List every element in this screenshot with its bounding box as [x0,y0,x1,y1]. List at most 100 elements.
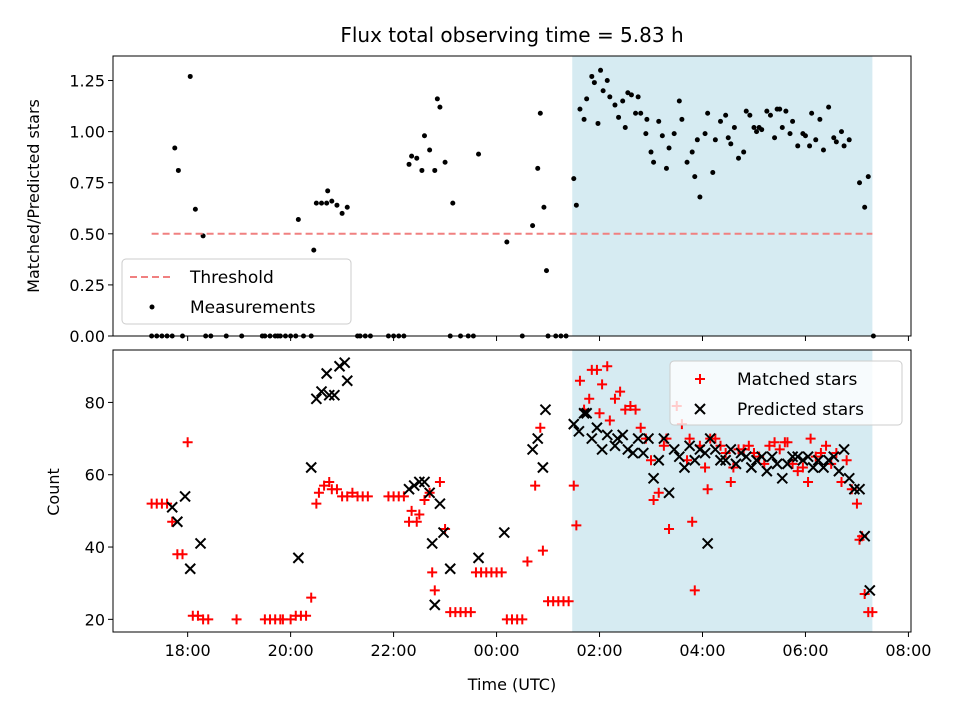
predicted-star-point [292,552,305,564]
measurement-point [419,167,425,173]
predicted-star-point [437,526,450,539]
predicted-star-point [807,461,819,474]
count-marks [146,356,878,625]
x-tick-label: 04:00 [679,641,725,660]
x-tick-label: 18:00 [165,641,211,660]
measurement-point [712,137,718,143]
measurement-point [172,145,178,151]
predicted-star-point [403,483,415,495]
measurement-point [846,137,852,143]
predicted-star-point [828,450,840,463]
predicted-star-point [853,483,866,495]
predicted-star-point [833,465,845,477]
y-tick-label: 0.75 [69,174,105,193]
measurement-point [783,108,789,114]
measurement-point [795,143,801,149]
matched-star-point [859,589,870,600]
measurement-point [504,239,510,245]
predicted-star-point [771,458,783,470]
predicted-star-point [822,454,835,466]
matched-star-point [411,516,422,527]
legend-threshold-label: Threshold [189,268,274,288]
measurement-point [295,217,301,223]
ratio-shaded-span [572,56,873,336]
matched-star-point [429,585,440,596]
measurement-point [432,167,438,173]
count-y-ticks: 20 40 60 80 [85,393,113,629]
matched-star-point [568,480,579,491]
predicted-star-point [568,418,580,430]
matched-star-point [231,614,242,625]
measurement-point [628,92,634,98]
measurement-point [705,110,711,116]
measurement-point [319,200,325,206]
measurement-point [813,137,819,143]
predicted-star-point [609,440,621,452]
count-legend-box [669,360,903,426]
matched-star-point [347,487,358,498]
matched-star-point [658,440,669,451]
matched-star-point [434,476,445,487]
measurement-point [833,139,839,145]
predicted-star-point [622,443,634,456]
matched-star-point [522,556,533,567]
predicted-star-point [745,461,758,474]
predicted-star-point [434,497,446,510]
measurement-point [325,188,331,194]
predicted-star-point [333,360,346,372]
y-tick-label: 40 [85,538,105,557]
matched-star-point [648,495,659,506]
measurement-point [826,104,832,110]
x-tick-label: 22:00 [371,641,417,660]
predicted-star-point [573,425,585,438]
predicted-star-point [776,472,788,485]
matched-star-point [646,455,657,466]
predicted-star-point [498,526,510,539]
matched-star-point [851,498,862,509]
legend-matched-label: Matched stars [737,370,857,390]
chart-title: Flux total observing time = 5.83 h [340,23,683,47]
measurement-point [598,67,604,73]
measurement-point [620,98,626,104]
y-tick-label: 1.25 [69,72,105,91]
y-tick-label: 0.00 [69,327,105,346]
matched-star-point [604,415,615,426]
matched-star-point [167,516,178,527]
measurement-point [736,155,742,161]
predicted-star-point [444,563,456,575]
matched-star-point [563,596,574,607]
measurement-point [787,131,793,137]
matched-star-point [535,422,546,433]
predicted-star-point [184,563,196,575]
measurement-point [728,141,734,147]
matched-star-point [342,491,353,502]
measurement-point [671,131,677,137]
predicted-star-point [323,389,335,401]
predicted-star-point [781,458,794,470]
measurement-point [604,78,610,84]
measurement-point [684,159,690,165]
legend-measurements-swatch [149,304,155,310]
matched-star-point [313,487,324,498]
predicted-star-point [786,450,799,463]
predicted-star-point [848,483,861,495]
predicted-star-point [668,443,680,456]
predicted-star-point [166,501,178,513]
matched-star-point [301,610,312,621]
measurement-point [633,110,639,116]
measurement-point [656,118,662,124]
predicted-star-point [591,422,603,434]
predicted-star-point [423,487,436,499]
measurement-point [779,125,785,131]
measurement-point [694,137,700,143]
matched-star-point [311,498,322,509]
x-tick-label: 06:00 [782,641,828,660]
measurement-point [702,131,708,137]
matched-star-point [362,491,373,502]
predicted-star-point [418,476,431,488]
legend-matched-swatch [695,374,705,384]
predicted-star-point [315,385,328,398]
predicted-star-point [310,393,323,405]
matched-star-point [465,607,476,618]
